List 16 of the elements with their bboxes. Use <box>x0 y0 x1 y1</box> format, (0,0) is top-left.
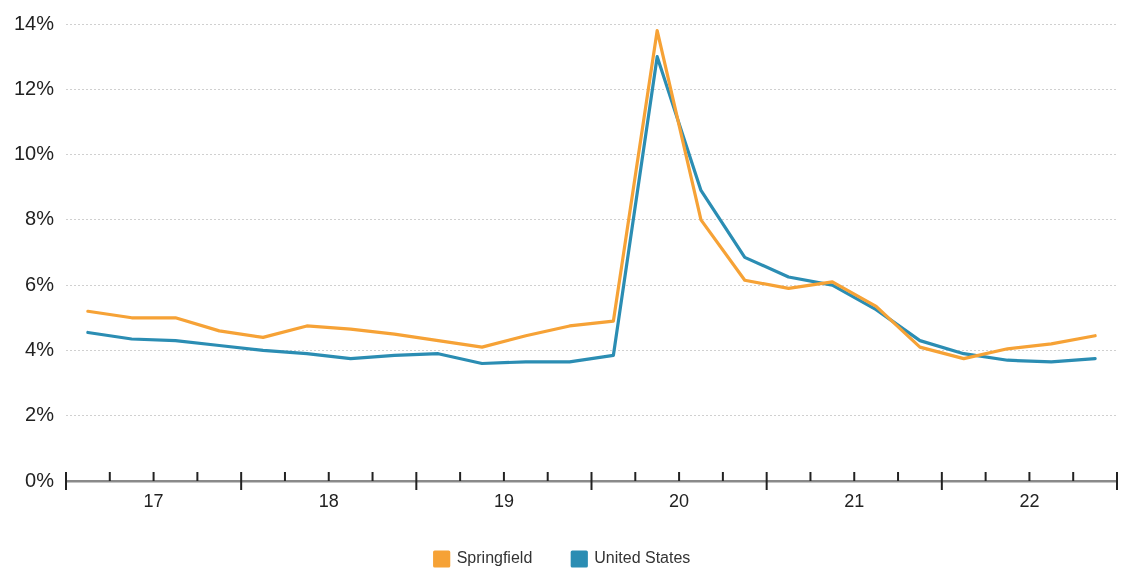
legend-label: United States <box>594 549 691 567</box>
y-tick-label: 0% <box>25 468 55 491</box>
x-tick-label: 21 <box>844 490 865 511</box>
y-tick-label: 12% <box>13 76 55 99</box>
y-tick-label: 8% <box>25 207 55 230</box>
x-tick-label: 19 <box>493 490 514 511</box>
x-tick-label: 22 <box>1019 490 1040 511</box>
x-tick-label: 20 <box>669 490 690 511</box>
y-tick-label: 6% <box>25 272 55 295</box>
legend-label: Springfield <box>456 549 533 567</box>
y-tick-label: 10% <box>13 142 55 165</box>
x-tick-label: 18 <box>318 490 339 511</box>
y-tick-label: 14% <box>13 11 55 34</box>
x-tick-label: 17 <box>143 490 164 511</box>
y-tick-label: 2% <box>25 403 55 426</box>
y-tick-label: 4% <box>25 337 55 360</box>
